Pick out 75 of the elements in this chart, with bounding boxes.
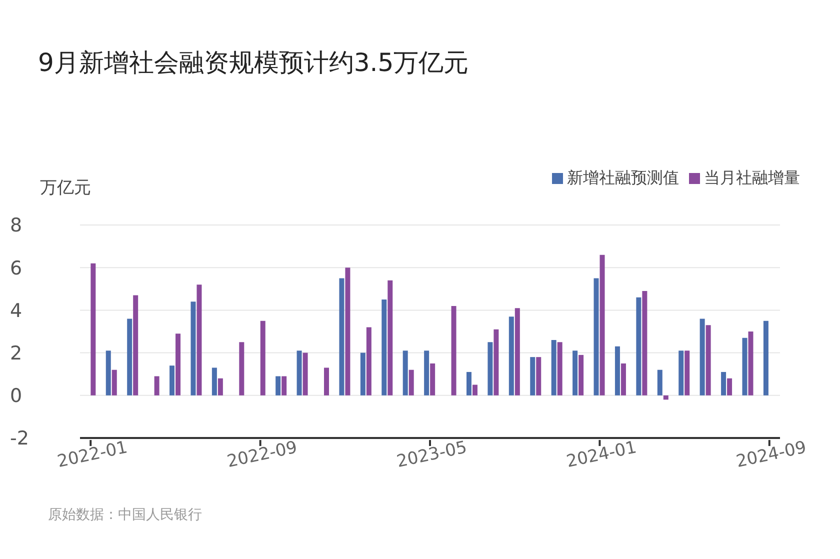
bar [360,352,366,396]
bar [551,340,556,396]
bar [408,370,414,396]
bar [466,372,472,396]
bar [382,300,387,396]
bar [127,318,132,396]
bar [176,334,181,396]
bar [324,368,329,396]
bar [106,350,111,396]
bar [600,254,605,396]
y-tick-label: 4 [10,300,22,322]
bar [296,350,302,396]
x-tick-label: 2024-01 [564,438,638,472]
bar [706,325,711,396]
text: 原始数据：中国人民银行 [48,506,202,524]
bar [302,352,308,396]
bar [748,332,754,396]
bar [727,378,732,396]
chart-title: 9月新增社会融资规模预计约3.5万亿元 [38,47,469,79]
bar [212,368,217,396]
y-tick-label: -2 [10,428,29,450]
bar [508,316,514,396]
bar [557,342,562,396]
bar [472,384,478,396]
y-tick-label: 0 [10,385,22,408]
bar [578,354,584,396]
bar [514,308,520,396]
bar [530,357,536,396]
bar [196,284,202,396]
y-axis-title: 万亿元 [40,177,91,199]
y-tick-label: 2 [10,342,22,365]
bar [90,263,96,396]
bar [620,363,626,396]
x-tick-label: 2023-05 [395,438,469,472]
x-tick-label: 2024-09 [734,438,808,472]
x-tick-label: 2022-09 [225,438,299,472]
y-tick-label: 8 [10,214,22,237]
legend-label: 当月社融增量 [704,168,800,187]
legend-label: 新增社融预测值 [567,168,679,187]
bar [388,280,393,396]
bar [345,268,350,396]
bar [614,346,620,396]
x-tick-label: 2022-01 [56,438,130,472]
bar [684,350,690,396]
bar [594,278,599,396]
bar [451,306,456,396]
bar [488,342,493,396]
bar [430,363,436,396]
bar [700,318,705,396]
bar [170,366,175,396]
bar [260,320,266,396]
bar [190,302,196,396]
bar [366,327,372,396]
bar [402,350,408,396]
bar [678,350,684,396]
bar [742,338,748,396]
bar [572,350,578,396]
bar [133,295,138,396]
bar [239,342,244,396]
bar [763,320,768,396]
bar [494,329,499,396]
bar [536,357,542,396]
bar [282,376,287,396]
bar [112,370,117,396]
bar [642,291,648,396]
bar [276,376,281,396]
bar [657,370,662,396]
y-tick-label: 6 [10,257,22,280]
bar [218,378,223,396]
bar [424,350,430,396]
bar [721,372,726,396]
bar [339,278,344,396]
bar [663,395,668,400]
bar [154,376,160,396]
bar [636,297,642,396]
